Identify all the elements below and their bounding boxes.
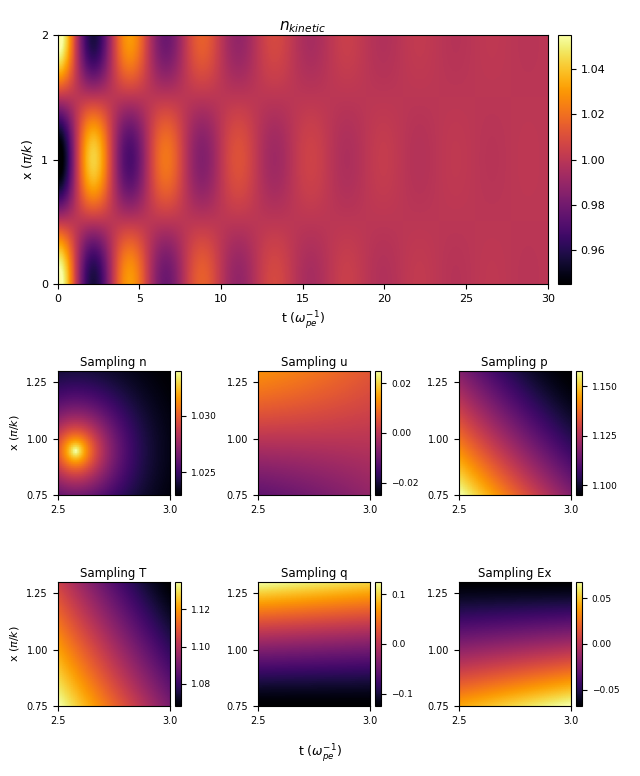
Text: t ($\omega_{pe}^{-1}$): t ($\omega_{pe}^{-1}$) (298, 743, 342, 764)
X-axis label: t ($\omega_{pe}^{-1}$): t ($\omega_{pe}^{-1}$) (281, 310, 324, 331)
Title: Sampling q: Sampling q (281, 567, 348, 580)
Title: $n_{kinetic}$: $n_{kinetic}$ (279, 19, 326, 35)
Y-axis label: x ($\pi/k$): x ($\pi/k$) (8, 625, 20, 662)
Y-axis label: x ($\pi/k$): x ($\pi/k$) (20, 139, 35, 180)
Title: Sampling p: Sampling p (481, 356, 548, 369)
Title: Sampling T: Sampling T (81, 567, 147, 580)
Title: Sampling u: Sampling u (281, 356, 348, 369)
Title: Sampling Ex: Sampling Ex (478, 567, 552, 580)
Y-axis label: x ($\pi/k$): x ($\pi/k$) (8, 414, 20, 451)
Title: Sampling n: Sampling n (80, 356, 147, 369)
